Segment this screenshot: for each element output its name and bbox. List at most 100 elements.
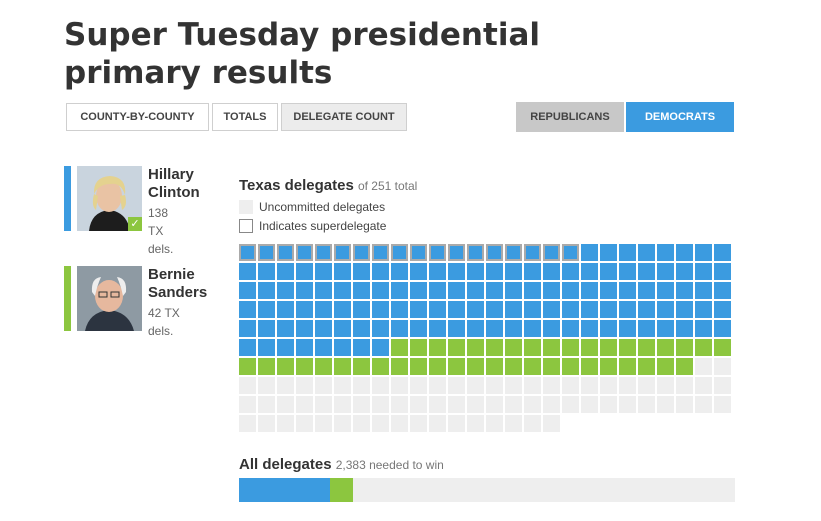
clinton-delegate-cell (714, 320, 731, 337)
county-by-county-button[interactable]: COUNTY-BY-COUNTY (66, 103, 209, 131)
legend-superdelegate: Indicates superdelegate (239, 219, 386, 233)
clinton-delegate-cell (619, 320, 636, 337)
uncommitted-delegate-cell (448, 377, 465, 394)
uncommitted-delegate-cell (277, 415, 294, 432)
uncommitted-delegate-cell (714, 396, 731, 413)
sanders-delegate-cell (505, 339, 522, 356)
candidate-photo-sanders (77, 266, 142, 331)
sanders-delegate-cell (657, 358, 674, 375)
clinton-delegate-cell (410, 263, 427, 280)
sanders-delegate-cell (676, 339, 693, 356)
republicans-tab[interactable]: REPUBLICANS (516, 102, 624, 132)
clinton-superdelegate-cell (334, 244, 351, 261)
clinton-delegate-cell (277, 301, 294, 318)
superdelegate-swatch (239, 219, 253, 233)
clinton-delegate-cell (600, 320, 617, 337)
sanders-delegate-cell (543, 358, 560, 375)
uncommitted-delegate-cell (429, 377, 446, 394)
clinton-delegate-cell (657, 282, 674, 299)
clinton-delegate-cell (581, 320, 598, 337)
uncommitted-delegate-cell (467, 377, 484, 394)
sanders-delegate-cell (296, 358, 313, 375)
clinton-superdelegate-cell (372, 244, 389, 261)
candidate-photo-clinton: ✓ (77, 166, 142, 231)
clinton-delegate-cell (315, 263, 332, 280)
sanders-delegate-cell (410, 339, 427, 356)
clinton-delegate-cell (448, 320, 465, 337)
uncommitted-swatch (239, 200, 253, 214)
uncommitted-delegate-cell (296, 415, 313, 432)
uncommitted-delegate-cell (638, 377, 655, 394)
delegate-count-button[interactable]: DELEGATE COUNT (281, 103, 407, 131)
clinton-delegate-cell (353, 282, 370, 299)
uncommitted-delegate-cell (239, 396, 256, 413)
uncommitted-delegate-cell (562, 396, 579, 413)
uncommitted-delegate-cell (657, 396, 674, 413)
clinton-delegate-cell (619, 263, 636, 280)
clinton-delegate-cell (410, 282, 427, 299)
uncommitted-delegate-cell (391, 377, 408, 394)
sanders-delegate-cell (638, 358, 655, 375)
candidate-clinton: ✓ Hillary Clinton 138 TX dels. (64, 166, 234, 256)
legend-uncommitted: Uncommitted delegates (239, 200, 385, 214)
clinton-superdelegate-cell (315, 244, 332, 261)
clinton-delegate-cell (638, 301, 655, 318)
sanders-delegate-cell (657, 339, 674, 356)
sanders-delegate-cell (486, 358, 503, 375)
clinton-delegate-cell (486, 263, 503, 280)
all-delegates-heading: All delegates 2,383 needed to win (239, 456, 444, 473)
clinton-delegate-cell (315, 301, 332, 318)
clinton-delegate-cell (657, 244, 674, 261)
uncommitted-delegate-cell (505, 377, 522, 394)
sanders-delegate-cell (448, 358, 465, 375)
clinton-delegate-cell (372, 282, 389, 299)
uncommitted-delegate-cell (581, 377, 598, 394)
clinton-delegate-cell (391, 320, 408, 337)
clinton-delegate-cell (429, 301, 446, 318)
democrats-tab[interactable]: DEMOCRATS (626, 102, 734, 132)
sanders-delegate-cell (619, 339, 636, 356)
clinton-delegate-cell (334, 282, 351, 299)
clinton-delegate-cell (505, 320, 522, 337)
clinton-delegate-cell (315, 282, 332, 299)
clinton-delegate-cell (619, 244, 636, 261)
uncommitted-delegate-cell (372, 396, 389, 413)
clinton-delegate-cell (581, 301, 598, 318)
clinton-delegate-cell (372, 320, 389, 337)
clinton-delegate-cell (695, 244, 712, 261)
uncommitted-delegate-cell (296, 396, 313, 413)
totals-button[interactable]: TOTALS (212, 103, 278, 131)
clinton-delegate-cell (543, 282, 560, 299)
sanders-delegate-cell (372, 358, 389, 375)
uncommitted-delegate-cell (391, 415, 408, 432)
clinton-delegate-cell (448, 263, 465, 280)
clinton-delegate-cell (391, 301, 408, 318)
clinton-delegate-cell (315, 339, 332, 356)
clinton-delegate-cell (296, 301, 313, 318)
sanders-delegate-cell (353, 358, 370, 375)
sanders-delegate-cell (562, 339, 579, 356)
clinton-delegate-cell (486, 301, 503, 318)
uncommitted-delegate-cell (353, 377, 370, 394)
clinton-delegate-cell (277, 263, 294, 280)
all-delegates-bar (239, 478, 735, 502)
sanders-delegate-cell (619, 358, 636, 375)
sanders-delegate-cell (410, 358, 427, 375)
clinton-delegate-cell (695, 282, 712, 299)
uncommitted-delegate-cell (277, 396, 294, 413)
uncommitted-delegate-cell (714, 358, 731, 375)
sanders-delegate-cell (277, 358, 294, 375)
clinton-delegate-cell (524, 301, 541, 318)
clinton-delegate-cell (505, 301, 522, 318)
clinton-delegate-cell (258, 339, 275, 356)
uncommitted-delegate-cell (524, 377, 541, 394)
uncommitted-delegate-cell (258, 377, 275, 394)
clinton-delegate-cell (543, 320, 560, 337)
clinton-delegate-cell (277, 282, 294, 299)
uncommitted-delegate-cell (695, 396, 712, 413)
clinton-delegate-cell (410, 320, 427, 337)
clinton-superdelegate-cell (486, 244, 503, 261)
clinton-delegate-cell (353, 339, 370, 356)
clinton-delegate-cell (258, 301, 275, 318)
uncommitted-delegate-cell (676, 396, 693, 413)
